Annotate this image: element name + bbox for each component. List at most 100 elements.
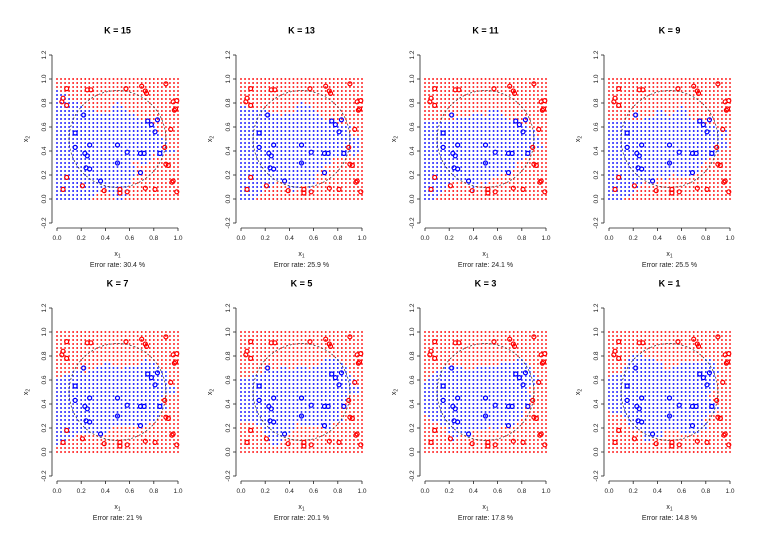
grid-point bbox=[628, 102, 630, 104]
grid-point bbox=[88, 190, 91, 192]
grid-point bbox=[676, 154, 679, 156]
training-point-blue bbox=[452, 153, 458, 159]
grid-point bbox=[116, 335, 119, 337]
grid-point bbox=[337, 110, 339, 112]
grid-point bbox=[64, 439, 66, 441]
grid-point bbox=[533, 166, 535, 168]
grid-point bbox=[276, 118, 279, 120]
x-tick-label: 0.8 bbox=[149, 235, 158, 242]
grid-point bbox=[100, 194, 103, 196]
grid-point bbox=[349, 198, 351, 200]
grid-point bbox=[729, 138, 731, 140]
grid-point bbox=[664, 134, 667, 136]
grid-point bbox=[120, 359, 123, 361]
decision-grid bbox=[56, 78, 179, 200]
grid-point bbox=[72, 343, 74, 345]
grid-point bbox=[169, 186, 171, 188]
grid-point bbox=[488, 154, 491, 156]
grid-point bbox=[660, 134, 663, 136]
grid-point bbox=[56, 399, 58, 401]
grid-point bbox=[648, 170, 651, 172]
grid-point bbox=[124, 347, 127, 349]
grid-point bbox=[140, 395, 143, 397]
grid-point bbox=[276, 194, 279, 196]
grid-point bbox=[316, 102, 319, 104]
training-point-blue bbox=[492, 149, 498, 155]
grid-point bbox=[280, 114, 283, 116]
grid-point bbox=[72, 427, 74, 429]
grid-point bbox=[312, 166, 315, 168]
grid-point bbox=[76, 102, 78, 104]
grid-point bbox=[308, 158, 311, 160]
grid-point bbox=[248, 182, 250, 184]
grid-point bbox=[672, 98, 675, 100]
grid-point bbox=[148, 431, 151, 433]
grid-point bbox=[272, 194, 275, 196]
grid-point bbox=[508, 82, 511, 84]
grid-point bbox=[96, 355, 99, 357]
y-tick-label: -0.2 bbox=[409, 217, 416, 229]
training-point-blue bbox=[666, 142, 673, 148]
grid-point bbox=[361, 150, 363, 152]
grid-point bbox=[56, 86, 58, 88]
grid-point bbox=[361, 110, 363, 112]
grid-point bbox=[276, 138, 279, 140]
grid-point bbox=[424, 186, 426, 188]
grid-point bbox=[165, 150, 167, 152]
grid-point bbox=[705, 94, 707, 96]
grid-point bbox=[632, 82, 634, 84]
grid-point bbox=[361, 186, 363, 188]
grid-point bbox=[161, 190, 163, 192]
grid-point bbox=[92, 399, 95, 401]
grid-point bbox=[424, 154, 426, 156]
training-point-red bbox=[704, 186, 710, 192]
grid-point bbox=[68, 82, 70, 84]
grid-point bbox=[256, 106, 258, 108]
grid-point bbox=[128, 194, 131, 196]
grid-point bbox=[177, 118, 179, 120]
grid-point bbox=[545, 94, 547, 96]
grid-point bbox=[100, 339, 103, 341]
grid-point bbox=[136, 359, 139, 361]
training-point-blue bbox=[332, 121, 338, 128]
grid-point bbox=[148, 178, 151, 180]
grid-point bbox=[76, 419, 78, 421]
training-point-blue bbox=[152, 129, 158, 135]
grid-point bbox=[337, 154, 339, 156]
grid-point bbox=[537, 110, 539, 112]
grid-point bbox=[345, 86, 347, 88]
grid-point bbox=[128, 182, 131, 184]
y-tick-label: -0.2 bbox=[41, 217, 48, 229]
grid-point bbox=[300, 194, 303, 196]
grid-point bbox=[68, 178, 70, 180]
grid-point bbox=[140, 351, 143, 353]
grid-point bbox=[60, 122, 62, 124]
grid-point bbox=[624, 138, 626, 140]
grid-point bbox=[60, 339, 62, 341]
grid-point bbox=[332, 86, 335, 88]
grid-point bbox=[68, 166, 70, 168]
grid-point bbox=[353, 150, 355, 152]
grid-point bbox=[296, 130, 299, 132]
grid-point bbox=[120, 403, 123, 405]
grid-point bbox=[341, 126, 343, 128]
grid-point bbox=[529, 94, 531, 96]
grid-point bbox=[448, 198, 450, 200]
grid-point bbox=[104, 114, 107, 116]
grid-point bbox=[300, 94, 303, 96]
grid-point bbox=[76, 363, 78, 365]
grid-point bbox=[640, 110, 643, 112]
grid-point bbox=[292, 90, 295, 92]
grid-point bbox=[684, 82, 687, 84]
grid-point bbox=[92, 78, 95, 80]
grid-point bbox=[452, 146, 455, 148]
training-point-blue bbox=[440, 130, 446, 136]
grid-point bbox=[488, 114, 491, 116]
grid-point bbox=[132, 134, 135, 136]
grid-point bbox=[124, 415, 127, 417]
grid-point bbox=[361, 86, 363, 88]
grid-point bbox=[620, 190, 622, 192]
grid-point bbox=[260, 86, 262, 88]
grid-point bbox=[705, 154, 707, 156]
grid-point bbox=[100, 146, 103, 148]
